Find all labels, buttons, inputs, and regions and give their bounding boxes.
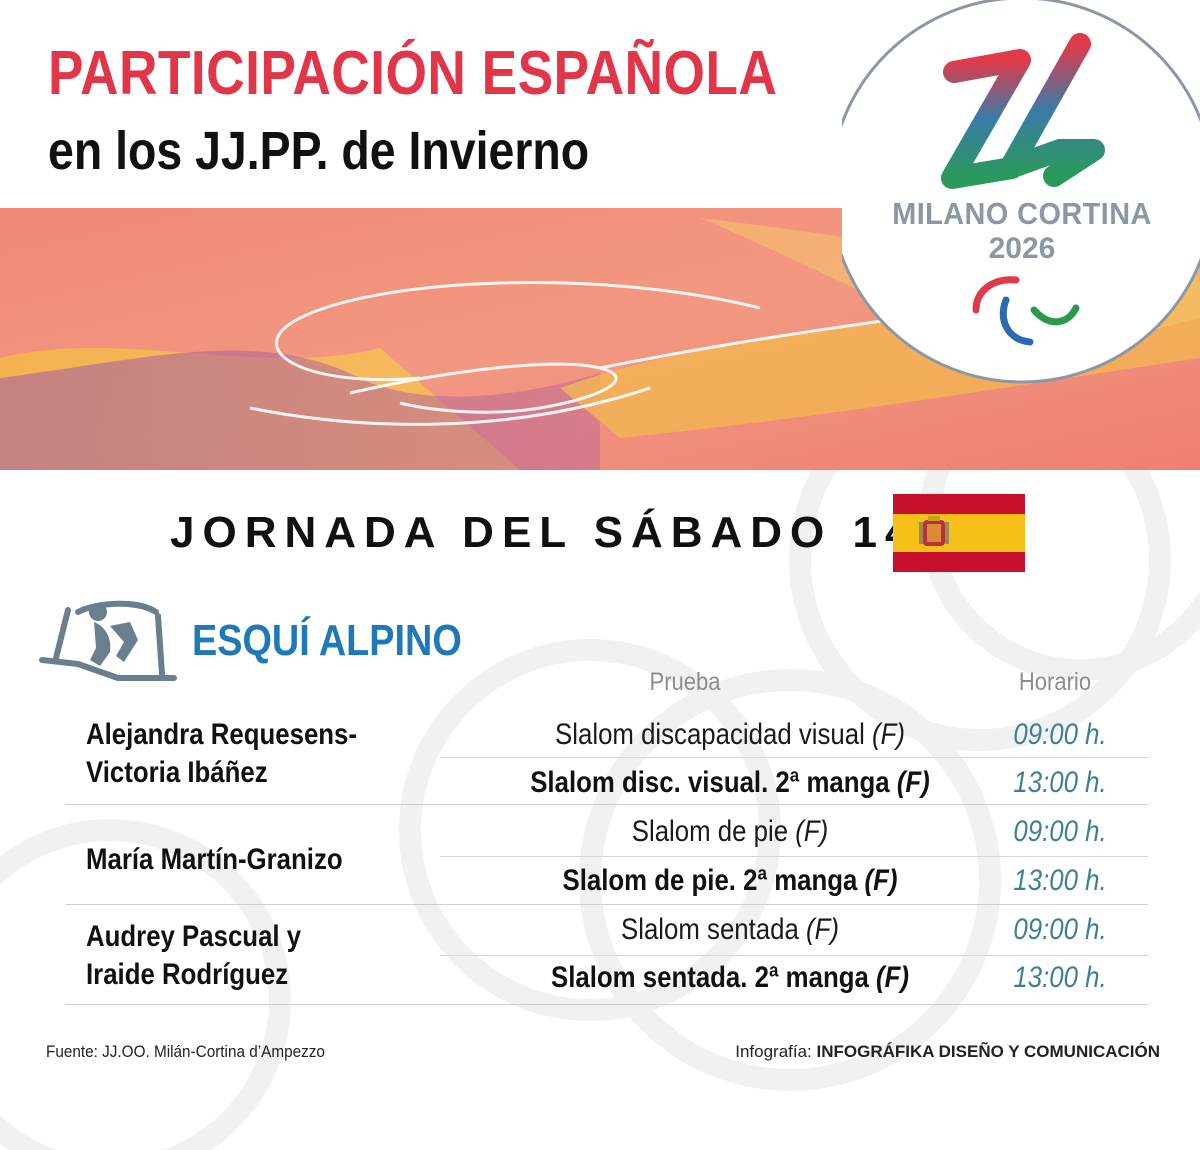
event-name: Slalom disc. visual. 2ª manga (F) xyxy=(530,766,930,799)
event-name: Slalom de pie. 2ª manga (F) xyxy=(562,864,898,897)
event-time: 09:00 h. xyxy=(1013,913,1107,946)
milano-cortina-logo: MILANO CORTINA 2026 xyxy=(842,0,1200,392)
column-header-time: Horario xyxy=(1018,668,1092,696)
group-divider xyxy=(66,804,1148,805)
logo-city: MILANO CORTINA xyxy=(892,196,1152,231)
event-time: 09:00 h. xyxy=(1013,718,1107,751)
milano-cortina-26-emblem xyxy=(941,33,1105,189)
paralympic-agitos-icon xyxy=(972,276,1080,346)
event-time: 13:00 h. xyxy=(1013,766,1107,799)
event-time: 13:00 h. xyxy=(1013,864,1107,897)
athlete-names: Audrey Pascual y Iraide Rodríguez xyxy=(86,918,378,994)
row-divider xyxy=(440,856,1148,857)
athlete-name: Alejandra Requesens- xyxy=(86,718,357,751)
athlete-name: Iraide Rodríguez xyxy=(86,958,289,991)
spain-flag-icon xyxy=(893,494,1025,572)
page-subtitle: en los JJ.PP. de Invierno xyxy=(48,121,590,181)
athlete-name: María Martín-Granizo xyxy=(86,843,343,876)
event-time: 13:00 h. xyxy=(1013,961,1107,994)
source-note: Fuente: JJ.OO. Milán-Cortina d’Ampezzo xyxy=(46,1042,325,1061)
credit-note: Infografía: INFOGRÁFIKA DISEÑO Y COMUNIC… xyxy=(735,1042,1160,1061)
athlete-name: Victoria Ibáñez xyxy=(86,756,268,789)
athlete-names: Alejandra Requesens- Victoria Ibáñez xyxy=(86,716,378,792)
sport-name: ESQUÍ ALPINO xyxy=(192,616,462,665)
event-time: 09:00 h. xyxy=(1013,815,1107,848)
event-name: Slalom sentada (F) xyxy=(621,913,839,946)
page-title: PARTICIPACIÓN ESPAÑOLA xyxy=(48,39,778,108)
logo-year: 2026 xyxy=(988,232,1056,265)
group-divider xyxy=(66,904,1148,905)
sit-ski-icon xyxy=(39,600,177,681)
event-name: Slalom de pie (F) xyxy=(631,815,829,848)
column-header-event: Prueba xyxy=(649,668,721,696)
event-name: Slalom discapacidad visual (F) xyxy=(555,718,905,751)
athlete-name: Audrey Pascual y xyxy=(86,920,302,953)
day-heading: JORNADA DEL SÁBADO 14 xyxy=(170,508,918,557)
athlete-names: María Martín-Granizo xyxy=(86,841,378,879)
event-name: Slalom sentada. 2ª manga (F) xyxy=(551,961,909,994)
row-divider xyxy=(440,955,1148,956)
row-divider xyxy=(440,757,1148,758)
group-divider xyxy=(66,1004,1148,1005)
